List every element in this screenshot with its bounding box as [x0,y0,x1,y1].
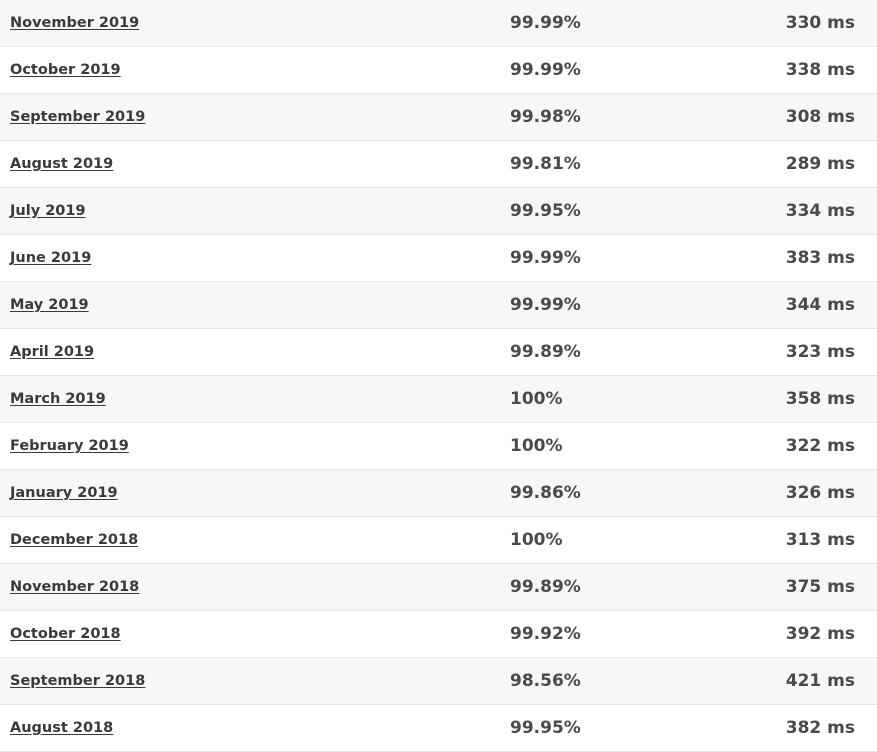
uptime-value: 99.92% [510,624,581,644]
uptime-value: 99.81% [510,154,581,174]
uptime-value: 100% [510,530,563,550]
month-link[interactable]: May 2019 [10,297,89,313]
month-cell: January 2019 [10,470,118,516]
table-row: June 2019 99.99% 383 ms [0,235,877,282]
response-time-value: 421 ms [785,671,855,691]
table-row: April 2019 99.89% 323 ms [0,329,877,376]
month-link[interactable]: June 2019 [10,250,92,266]
table-row: August 2018 99.95% 382 ms [0,705,877,752]
month-cell: August 2018 [10,705,113,751]
month-link[interactable]: October 2018 [10,626,121,642]
table-row: January 2019 99.86% 326 ms [0,470,877,517]
response-time-value: 358 ms [785,389,855,409]
response-time-value: 323 ms [785,342,855,362]
response-time-value: 383 ms [785,248,855,268]
month-link[interactable]: October 2019 [10,62,121,78]
table-row: October 2019 99.99% 338 ms [0,47,877,94]
response-time-value: 375 ms [785,577,855,597]
month-cell: April 2019 [10,329,94,375]
month-cell: September 2018 [10,658,145,704]
month-link[interactable]: September 2019 [10,109,146,125]
month-cell: November 2019 [10,0,139,46]
response-time-value: 382 ms [785,718,855,738]
response-time-value: 338 ms [785,60,855,80]
month-link[interactable]: November 2019 [10,15,140,31]
uptime-value: 100% [510,436,563,456]
month-cell: October 2018 [10,611,121,657]
response-time-value: 308 ms [785,107,855,127]
month-link[interactable]: April 2019 [10,344,95,360]
table-row: October 2018 99.92% 392 ms [0,611,877,658]
month-cell: July 2019 [10,188,86,234]
uptime-value: 99.95% [510,718,581,738]
response-time-value: 289 ms [785,154,855,174]
month-cell: March 2019 [10,376,106,422]
uptime-value: 100% [510,389,563,409]
month-link[interactable]: November 2018 [10,579,140,595]
month-cell: February 2019 [10,423,129,469]
table-row: November 2019 99.99% 330 ms [0,0,877,47]
uptime-value: 99.99% [510,248,581,268]
response-time-value: 322 ms [785,436,855,456]
month-cell: December 2018 [10,517,138,563]
month-cell: November 2018 [10,564,139,610]
response-time-value: 334 ms [785,201,855,221]
table-row: August 2019 99.81% 289 ms [0,141,877,188]
uptime-value: 99.95% [510,201,581,221]
response-time-value: 392 ms [785,624,855,644]
table-row: February 2019 100% 322 ms [0,423,877,470]
month-link[interactable]: March 2019 [10,391,106,407]
table-row: November 2018 99.89% 375 ms [0,564,877,611]
response-time-value: 344 ms [785,295,855,315]
table-row: March 2019 100% 358 ms [0,376,877,423]
response-time-value: 326 ms [785,483,855,503]
uptime-value: 99.99% [510,13,581,33]
month-cell: September 2019 [10,94,145,140]
uptime-value: 99.89% [510,342,581,362]
month-link[interactable]: September 2018 [10,673,146,689]
month-cell: May 2019 [10,282,89,328]
month-link[interactable]: August 2018 [10,720,114,736]
table-row: December 2018 100% 313 ms [0,517,877,564]
response-time-value: 330 ms [785,13,855,33]
uptime-value: 99.99% [510,295,581,315]
table-row: July 2019 99.95% 334 ms [0,188,877,235]
table-row: May 2019 99.99% 344 ms [0,282,877,329]
uptime-value: 99.99% [510,60,581,80]
month-cell: June 2019 [10,235,91,281]
uptime-value: 99.86% [510,483,581,503]
table-row: September 2018 98.56% 421 ms [0,658,877,705]
uptime-value: 98.56% [510,671,581,691]
uptime-value: 99.89% [510,577,581,597]
month-cell: August 2019 [10,141,113,187]
month-link[interactable]: December 2018 [10,532,139,548]
month-link[interactable]: July 2019 [10,203,86,219]
month-link[interactable]: August 2019 [10,156,114,172]
table-row: September 2019 99.98% 308 ms [0,94,877,141]
uptime-value: 99.98% [510,107,581,127]
month-link[interactable]: January 2019 [10,485,118,501]
month-link[interactable]: February 2019 [10,438,129,454]
response-time-value: 313 ms [785,530,855,550]
month-cell: October 2019 [10,47,121,93]
